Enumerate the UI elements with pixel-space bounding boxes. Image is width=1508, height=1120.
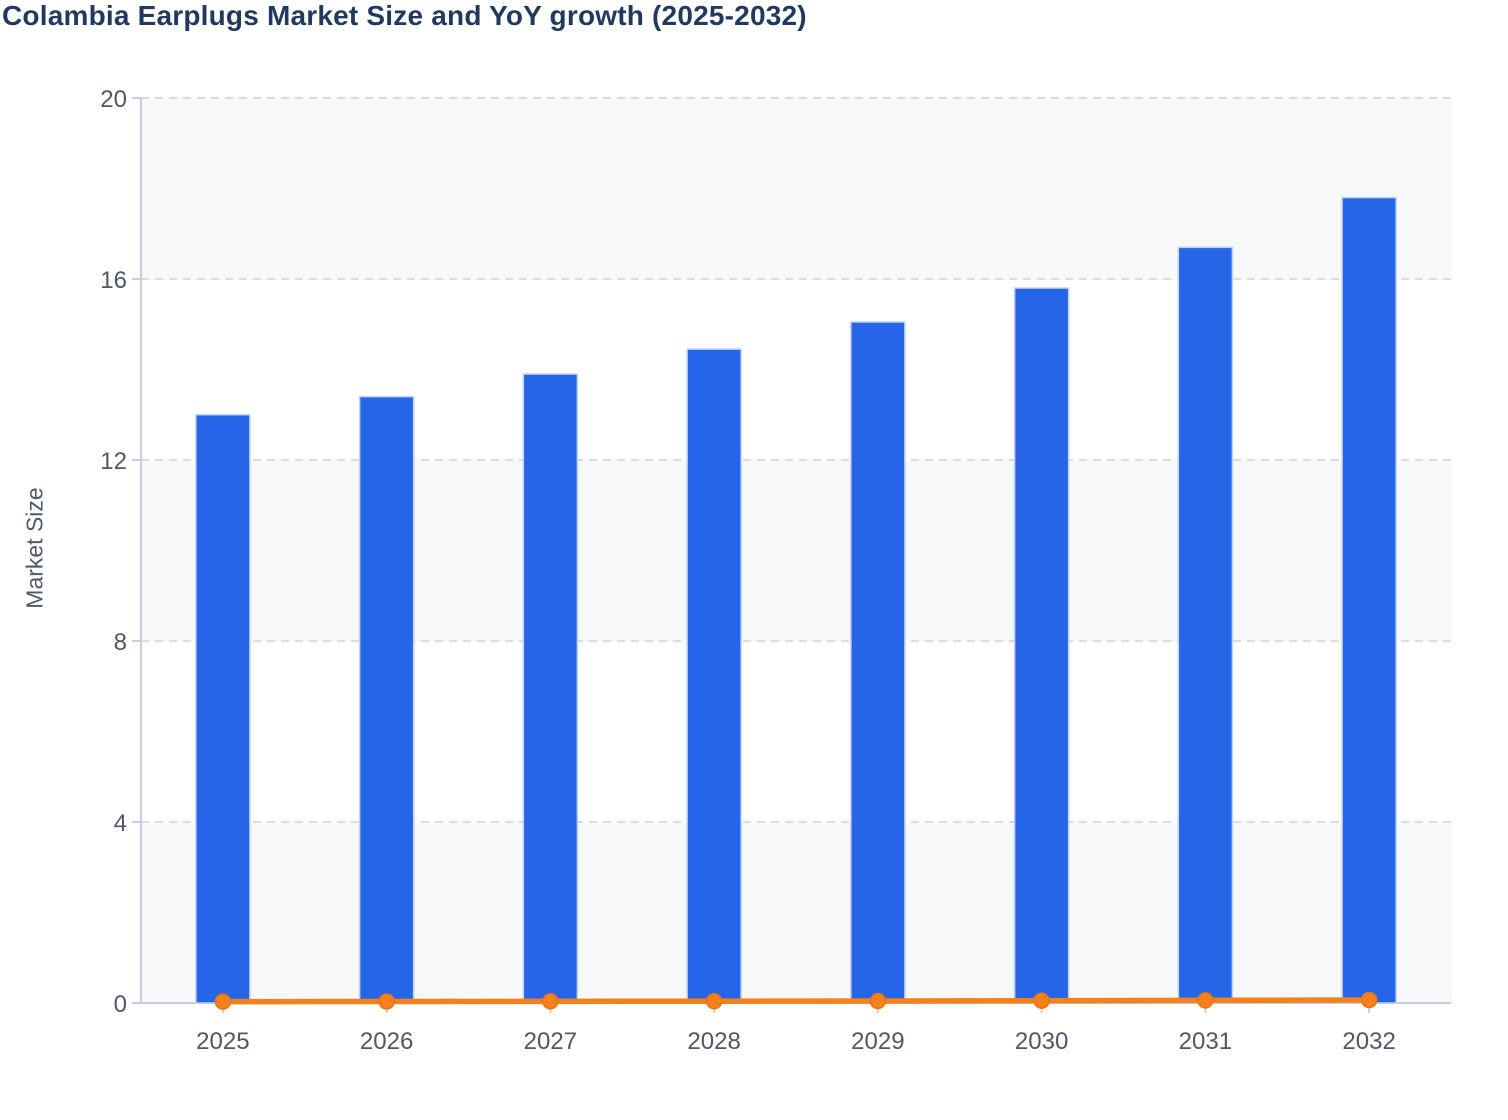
plot-band (141, 98, 1451, 279)
yoy-marker-2027 (542, 993, 559, 1010)
x-tick-label-2030: 2030 (1015, 1028, 1068, 1055)
bar-2032 (1341, 196, 1397, 1004)
yoy-marker-2032 (1360, 991, 1378, 1009)
x-tick-label-2027: 2027 (524, 1028, 577, 1055)
chart-title: Colambia Earplugs Market Size and YoY gr… (2, 0, 807, 31)
y-tick-label-8: 8 (114, 629, 127, 656)
yoy-marker-2031 (1197, 992, 1214, 1009)
bar-2030 (1013, 287, 1070, 1004)
x-tick-label-2025: 2025 (196, 1028, 249, 1055)
bar-2027 (522, 373, 579, 1004)
yoy-line (220, 997, 1372, 1005)
y-tick-label-16: 16 (100, 267, 127, 294)
x-tick-label-2026: 2026 (360, 1028, 413, 1055)
yoy-marker-2026 (378, 993, 395, 1010)
yoy-marker-2028 (705, 992, 723, 1010)
yoy-marker-2030 (1033, 992, 1050, 1009)
x-tick-label-2028: 2028 (687, 1028, 740, 1055)
x-tick-label-2031: 2031 (1179, 1028, 1232, 1055)
bar-2029 (850, 321, 906, 1004)
bar-2026 (358, 395, 415, 1004)
y-tick-label-0: 0 (114, 991, 127, 1018)
x-tick-label-2032: 2032 (1342, 1028, 1395, 1055)
yoy-marker-2029 (869, 992, 887, 1010)
bar-2028 (686, 348, 742, 1004)
plot-band (141, 460, 1451, 641)
y-tick-label-20: 20 (100, 86, 127, 113)
y-tick-label-4: 4 (114, 810, 127, 837)
x-tick-label-2029: 2029 (851, 1028, 904, 1055)
bar-2031 (1177, 246, 1234, 1004)
yoy-marker-2025 (214, 993, 232, 1010)
plot-band (141, 822, 1451, 1003)
y-tick-label-12: 12 (100, 448, 127, 475)
bar-2025 (195, 414, 251, 1004)
